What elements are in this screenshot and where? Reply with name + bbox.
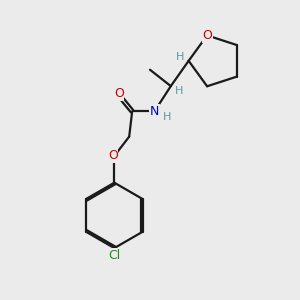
Text: Cl: Cl <box>108 249 121 262</box>
Text: O: O <box>202 29 212 42</box>
Text: H: H <box>163 112 171 122</box>
Text: H: H <box>176 52 184 62</box>
Text: H: H <box>175 85 183 96</box>
Text: N: N <box>150 105 159 118</box>
Text: O: O <box>108 149 118 162</box>
Text: O: O <box>114 87 124 100</box>
